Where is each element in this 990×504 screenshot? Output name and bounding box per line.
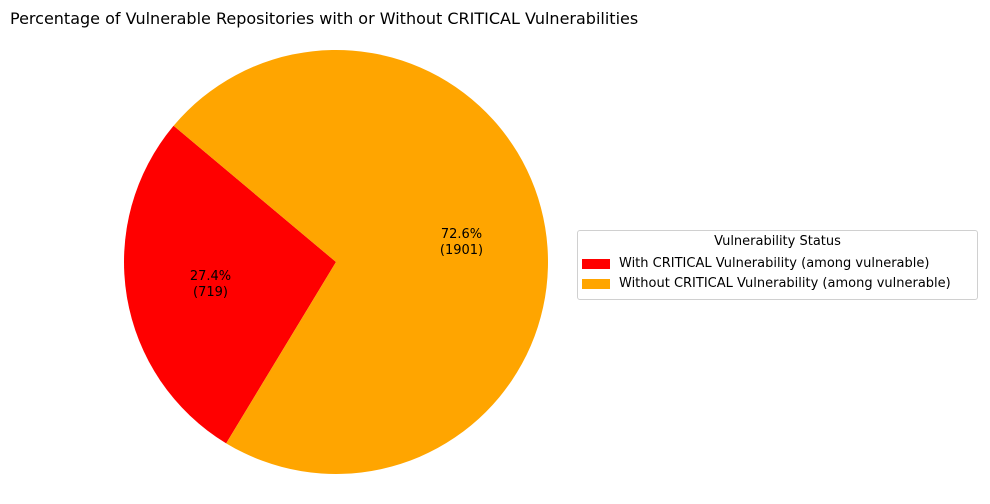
slice-percent-label: 72.6% [441,227,482,242]
pie-slice-1 [123,125,336,444]
legend-swatch-red [582,258,610,269]
legend-swatch-orange [582,278,610,289]
legend-label: Without CRITICAL Vulnerability (among vu… [619,276,951,291]
chart-title: Percentage of Vulnerable Repositories wi… [10,9,638,28]
slice-percent-label: 27.4% [190,269,231,284]
slice-count-label: (1901) [440,243,483,258]
pie-slices [123,50,548,475]
slice-count-label: (719) [193,285,228,300]
legend: Vulnerability Status With CRITICAL Vulne… [577,230,978,300]
legend-item-with-critical: With CRITICAL Vulnerability (among vulne… [582,255,929,272]
legend-label: With CRITICAL Vulnerability (among vulne… [619,256,930,271]
pie-slice-labels: 27.4%(719) 72.6%(1901) [190,227,483,300]
pie-slice-2 [173,50,548,475]
legend-title: Vulnerability Status [714,234,841,249]
legend-item-without-critical: Without CRITICAL Vulnerability (among vu… [582,275,951,292]
